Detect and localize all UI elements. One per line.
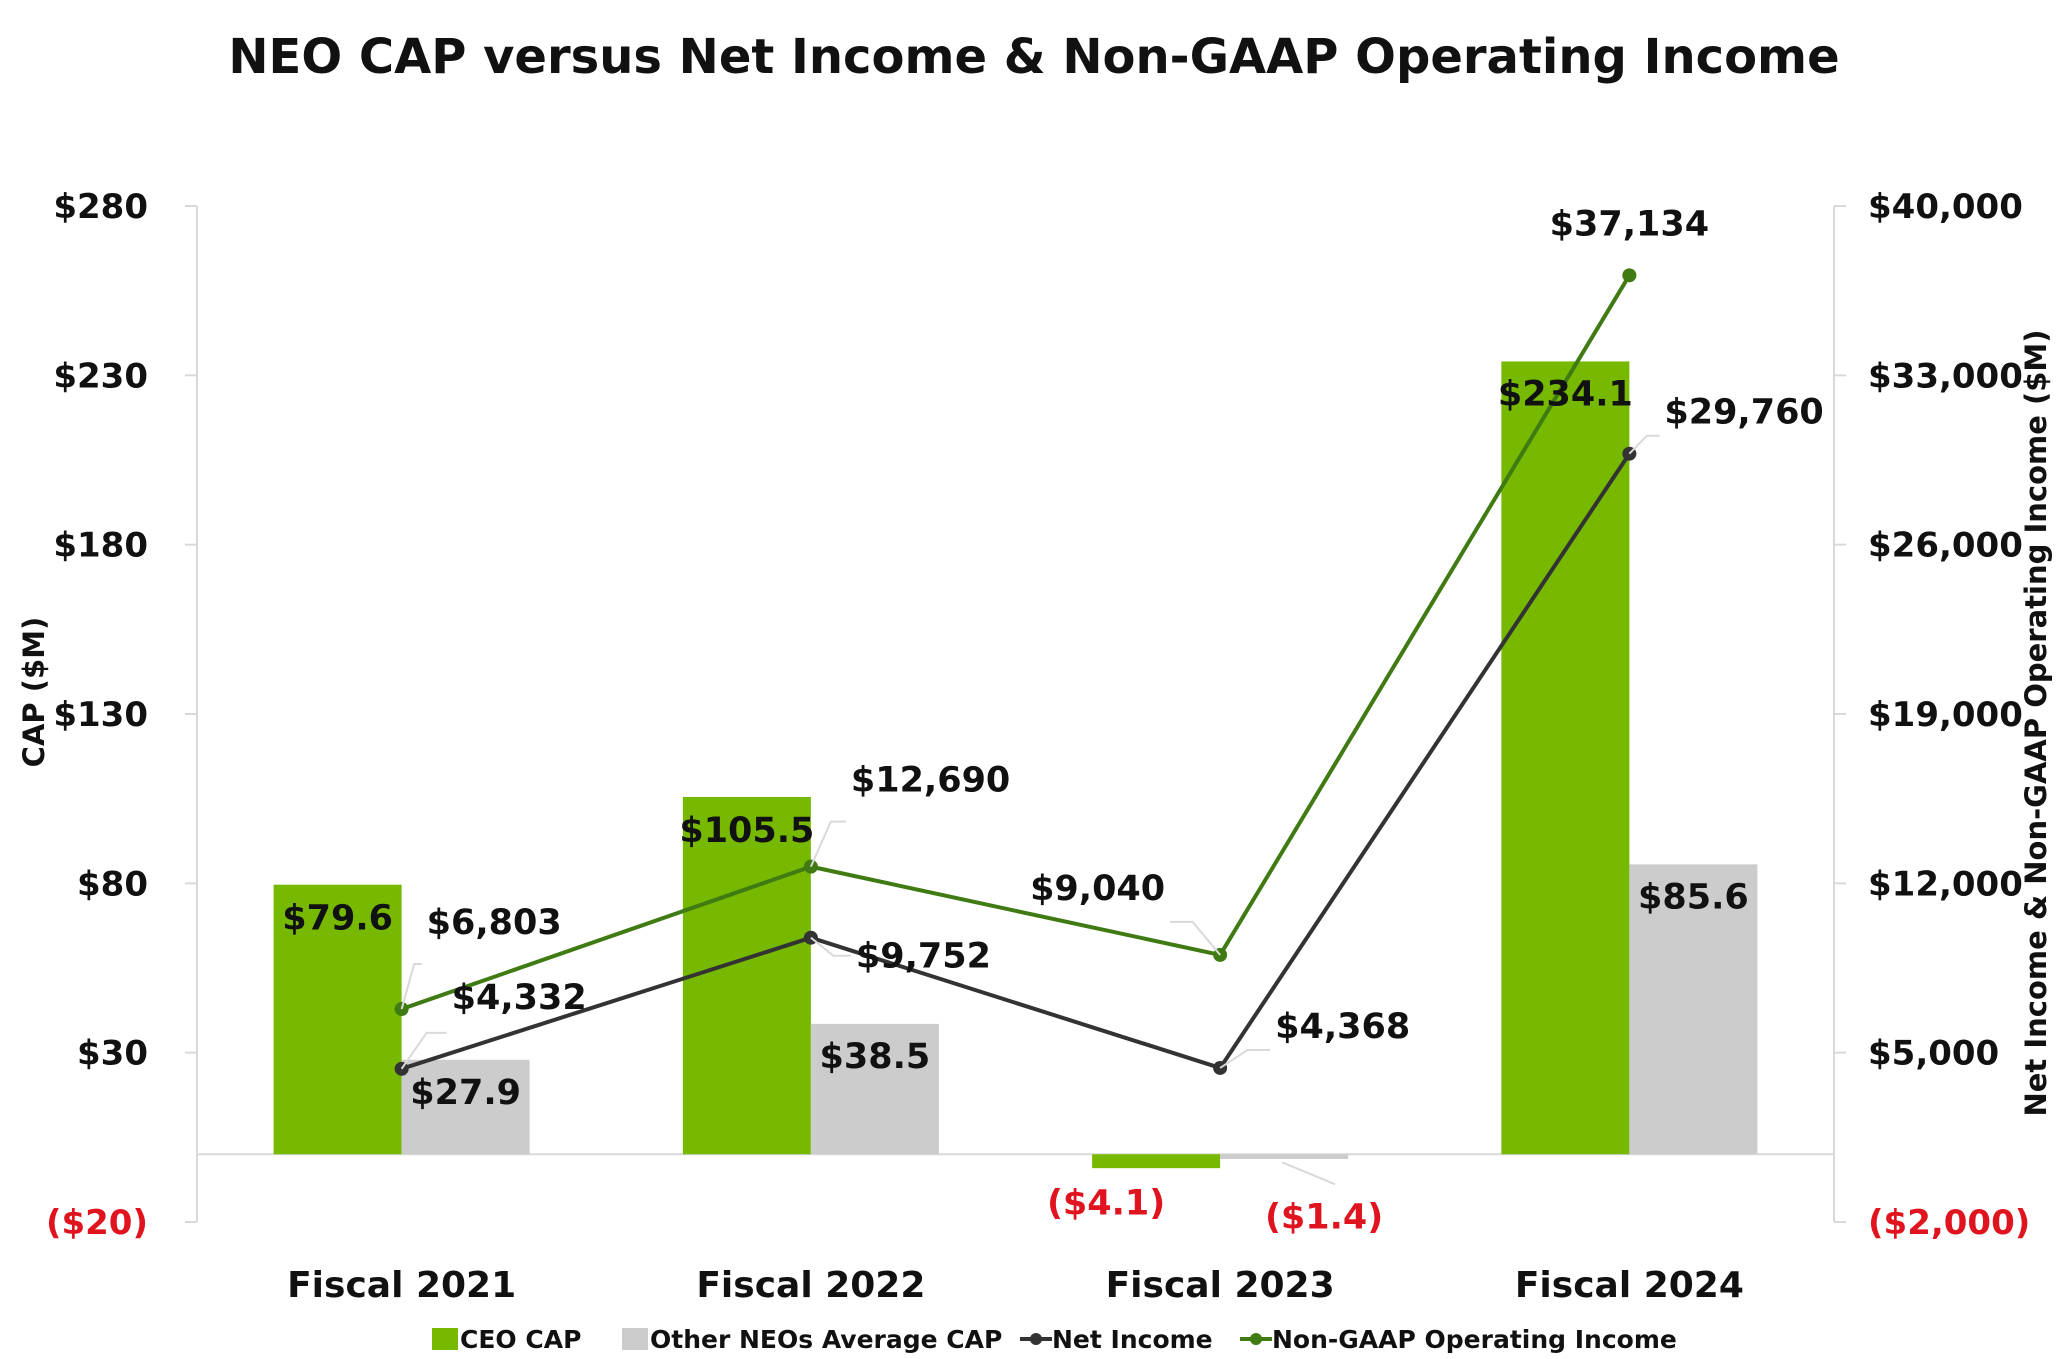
- y2-tick-label: $40,000: [1868, 187, 2023, 227]
- ceo-cap-bar: [1092, 1154, 1221, 1169]
- y2-tick-label: $5,000: [1868, 1034, 1999, 1074]
- x-tick-label: Fiscal 2024: [1515, 1265, 1744, 1306]
- net-income-line: [401, 452, 1632, 1071]
- other-neos-cap-bar-label: $85.6: [1638, 877, 1749, 917]
- non-gaap-operating-income-point: [1622, 268, 1637, 283]
- non-gaap-operating-income-label: $37,134: [1550, 204, 1709, 244]
- non-gaap-operating-income-label: $12,690: [851, 761, 1010, 801]
- leader-line: [400, 1031, 447, 1070]
- y-tick-label: $230: [53, 356, 148, 396]
- ceo-cap-bar: [273, 884, 402, 1155]
- chart-title: NEO CAP versus Net Income & Non-GAAP Ope…: [228, 29, 1839, 85]
- y2-tick-label: $26,000: [1868, 526, 2023, 566]
- other-neos-cap-bar-label: ($1.4): [1265, 1197, 1383, 1237]
- non-gaap-operating-income-label: $6,803: [427, 903, 562, 943]
- axes: $280 $230 $180 $130 $80 $30 ($20) $40,000 $33,00…: [46, 187, 2030, 1306]
- other-neos-cap-bar: [1629, 864, 1758, 1155]
- leader-line: [1219, 1048, 1271, 1069]
- ceo-cap-bar: [1501, 361, 1630, 1155]
- x-tick-label: Fiscal 2021: [287, 1265, 516, 1306]
- leader-line: [1628, 434, 1660, 455]
- y-tick-label: $280: [53, 187, 148, 227]
- non-gaap-operating-income-line: [400, 274, 1632, 1011]
- other-neos-cap-bar: [810, 1023, 939, 1155]
- legend-swatch-other-neos: [622, 1328, 648, 1350]
- leader-line: [809, 820, 846, 868]
- x-tick-label: Fiscal 2022: [696, 1265, 925, 1306]
- y2-axis-label: Net Income & Non-GAAP Operating Income (…: [2019, 329, 2053, 1116]
- y2-tick-label: $33,000: [1868, 356, 2023, 396]
- leader-line: [400, 963, 422, 1010]
- x-tick-label: Fiscal 2023: [1106, 1265, 1335, 1306]
- net-income-label: $29,760: [1664, 393, 1823, 433]
- other-neos-cap-bar-label: $38.5: [820, 1037, 931, 1077]
- y-tick-label: $130: [53, 695, 148, 735]
- net-income-label: $4,368: [1275, 1007, 1410, 1047]
- y-tick-label: $80: [77, 864, 148, 904]
- legend-marker-net-income: [1030, 1333, 1042, 1345]
- y2-tick-label: $19,000: [1868, 695, 2023, 735]
- bars: [273, 361, 1758, 1169]
- y-tick-label: ($20): [46, 1203, 148, 1243]
- other-neos-cap-bar-label: $27.9: [410, 1073, 521, 1113]
- lines: [394, 268, 1637, 1076]
- legend-label-ceo-cap: CEO CAP: [460, 1325, 581, 1354]
- leader-line: [810, 936, 851, 957]
- y-axis-label: CAP ($M): [17, 617, 51, 768]
- legend-label-non-gaap: Non-GAAP Operating Income: [1272, 1325, 1677, 1354]
- y-tick-label: $30: [77, 1034, 148, 1074]
- ceo-cap-bar-label: $234.1: [1498, 374, 1633, 414]
- other-neos-cap-bar: [1220, 1154, 1349, 1160]
- other-neos-cap-bar: [401, 1059, 530, 1155]
- y2-tick-label: $12,000: [1868, 864, 2023, 904]
- data-labels: $79.6 $105.5 ($4.1) $234.1 $27.9 $38.5 ($1.4) $…: [282, 204, 1824, 1237]
- legend-label-other-neos: Other NEOs Average CAP: [650, 1325, 1002, 1354]
- y-tick-label: $180: [53, 526, 148, 566]
- ceo-cap-bar-label: $79.6: [282, 899, 393, 939]
- ceo-cap-bar: [682, 796, 811, 1155]
- leader-line: [1281, 1161, 1336, 1186]
- ceo-cap-bar-label: $105.5: [679, 811, 814, 851]
- net-income-label: $9,752: [856, 937, 991, 977]
- legend-label-net-income: Net Income: [1052, 1325, 1213, 1354]
- non-gaap-operating-income-label: $9,040: [1030, 869, 1165, 909]
- y2-tick-label: ($2,000): [1868, 1203, 2030, 1243]
- net-income-label: $4,332: [452, 978, 587, 1018]
- leader-line: [1170, 920, 1221, 956]
- legend: CEO CAP Other NEOs Average CAP Net Income N…: [432, 1325, 1677, 1354]
- legend-marker-non-gaap: [1250, 1333, 1262, 1345]
- ceo-cap-bar-label: ($4.1): [1047, 1183, 1165, 1223]
- legend-swatch-ceo-cap: [432, 1328, 458, 1350]
